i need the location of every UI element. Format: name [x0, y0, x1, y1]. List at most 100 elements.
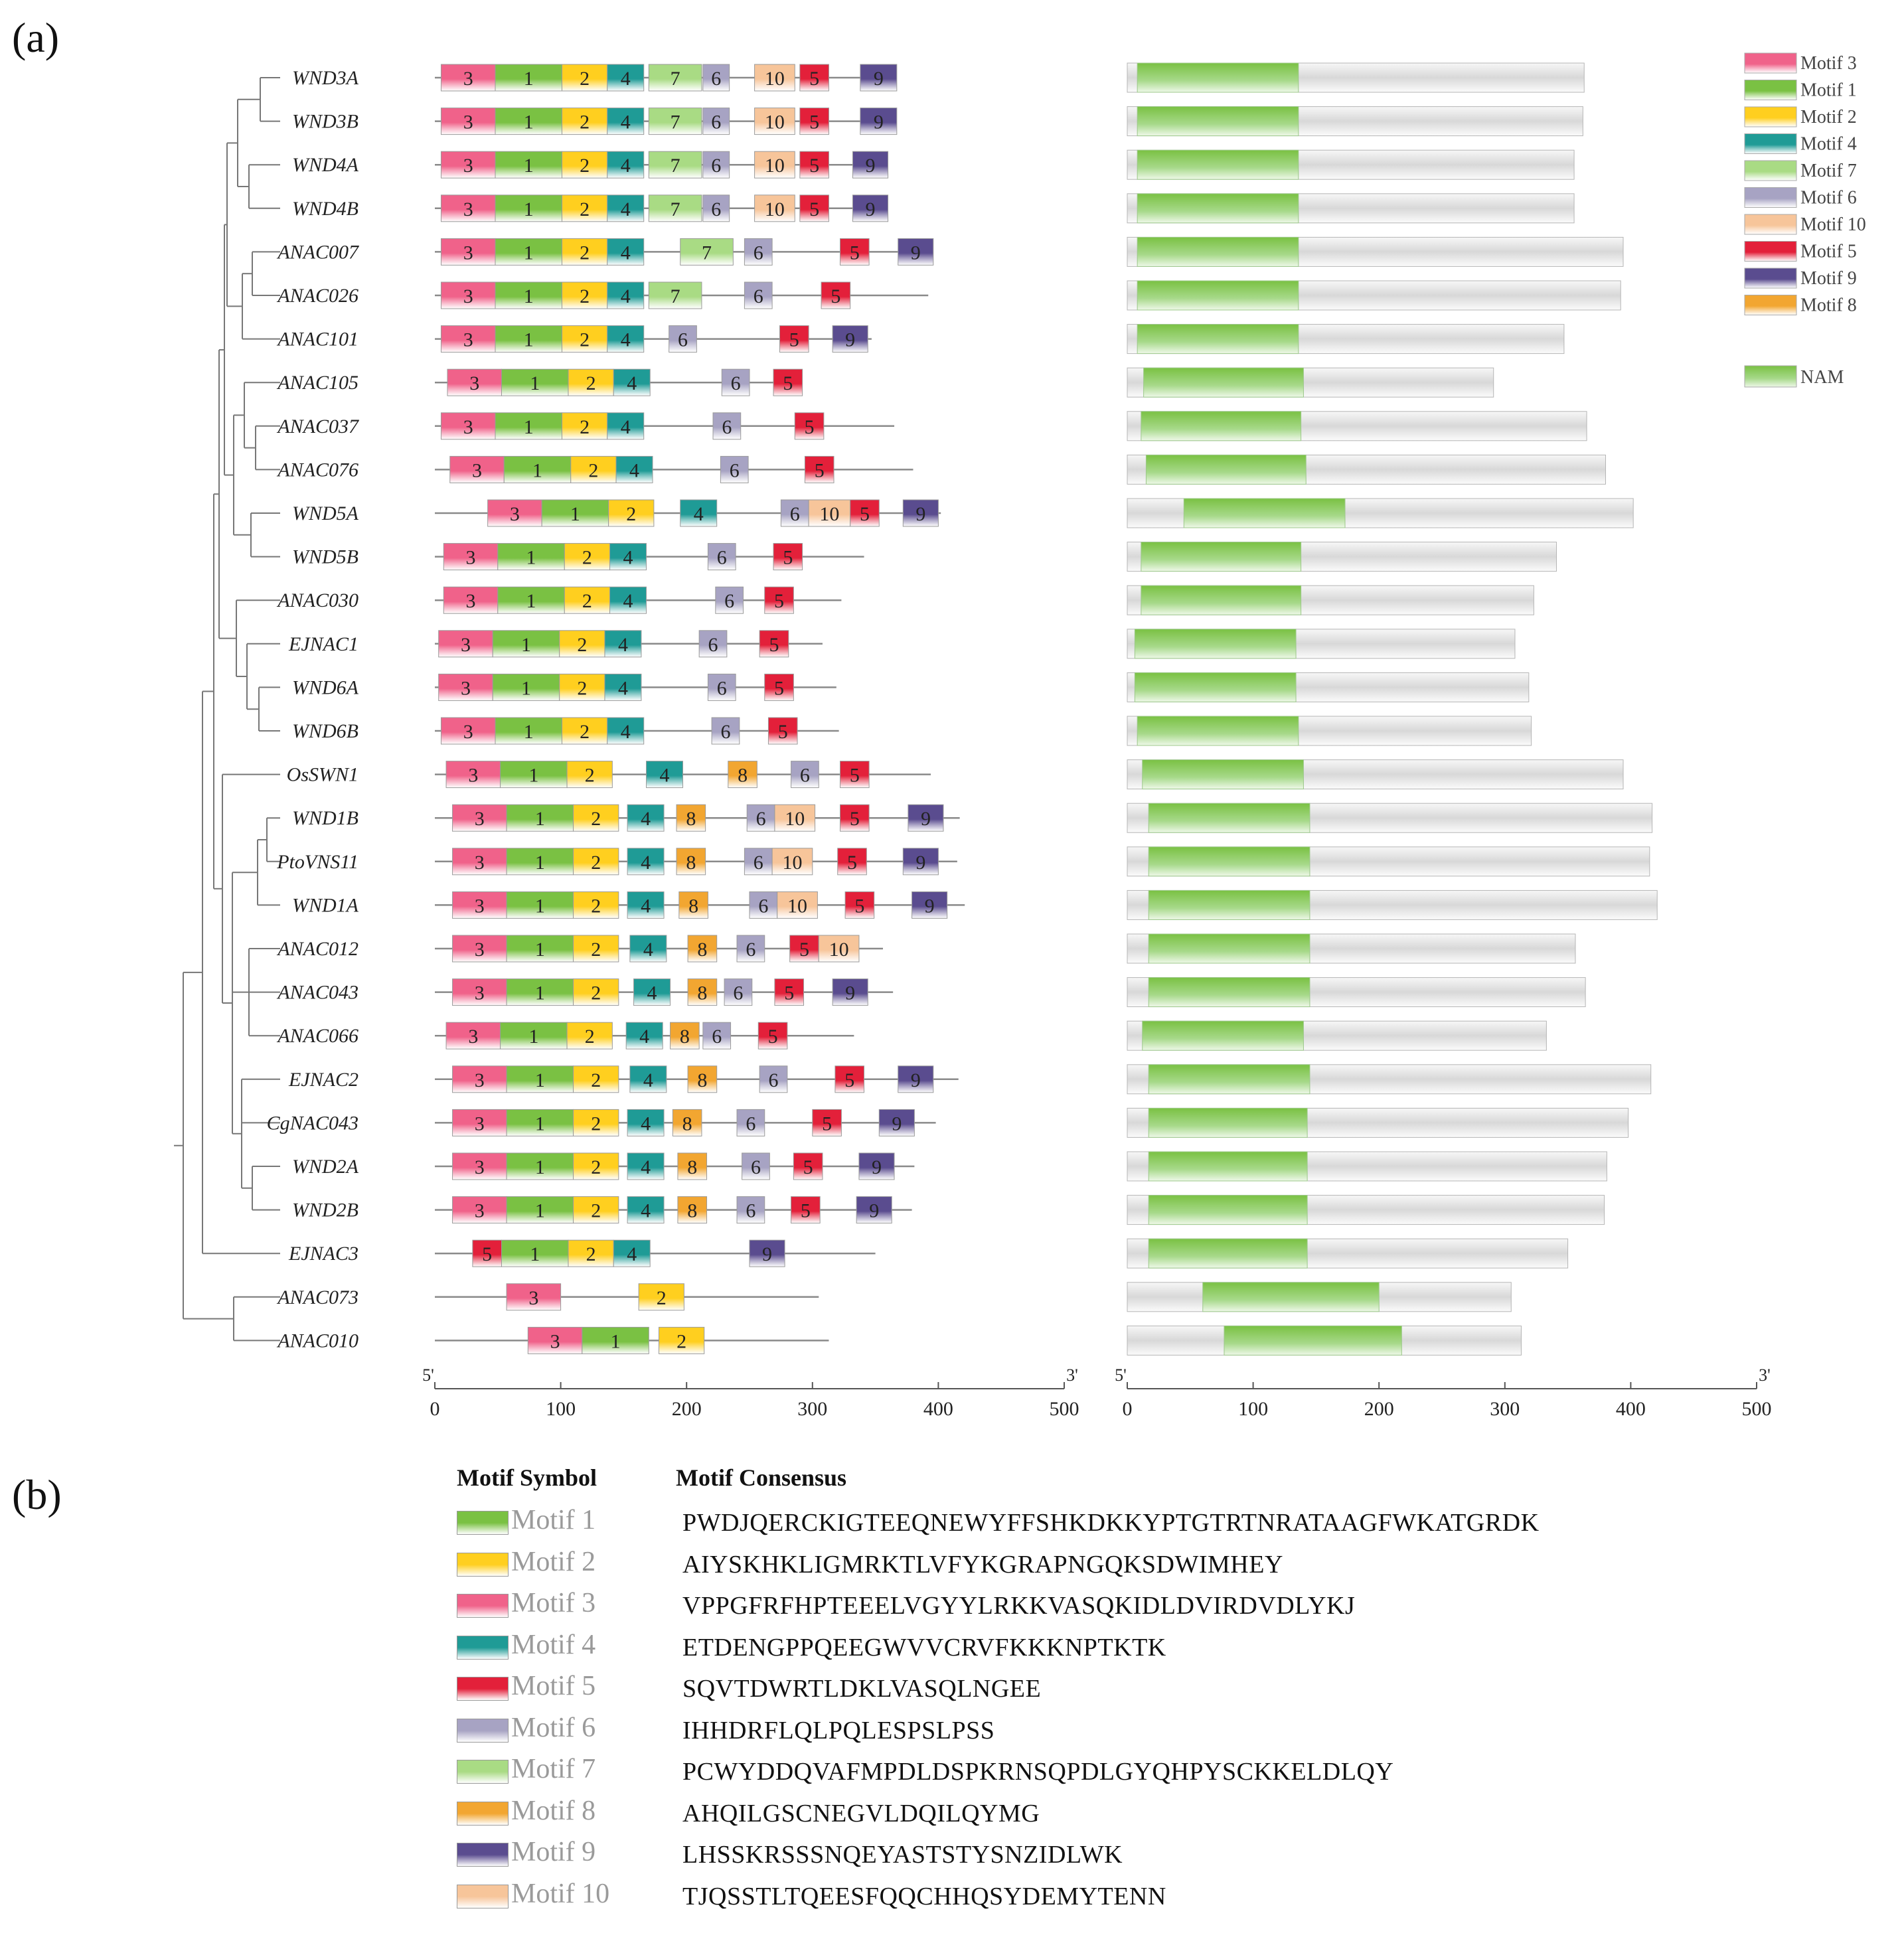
legend-swatch [1744, 241, 1797, 262]
motif-number: 1 [526, 547, 536, 569]
motif-box [702, 194, 730, 222]
motif-box [573, 804, 619, 832]
motif-number: 5 [860, 503, 870, 525]
motif-box [573, 978, 619, 1006]
motif-box [627, 804, 665, 832]
nam-domain [1142, 1020, 1304, 1051]
axis-end-label: 3' [1066, 1365, 1078, 1385]
motif-box [742, 1152, 770, 1180]
axis-tick-label: 200 [672, 1398, 702, 1420]
motif-box [561, 151, 608, 179]
motif-box [658, 1326, 705, 1354]
motif-number: 4 [623, 590, 633, 612]
motif-box [573, 848, 619, 876]
motif-box [736, 1109, 765, 1136]
legend-label: Motif 1 [1800, 80, 1857, 101]
table-header-symbol: Motif Symbol [457, 1464, 597, 1491]
motif-number: 5 [778, 721, 788, 743]
motif-box [687, 935, 718, 963]
motif-number: 5 [801, 1200, 811, 1222]
motif-number: 4 [641, 895, 651, 917]
motif-row: 3 1 2 4 6 5 [435, 717, 839, 745]
motif-box [832, 325, 868, 353]
motif-structure-panel: 3 1 2 4 7 6 10 5 93 1 2 4 7 6 10 5 93 1 2 4 7 6 10 5 93 1 2 4 7 6 10 5 9… [435, 64, 965, 1354]
table-motif-consensus: AHQILGSCNEGVLDQILQYMG [682, 1799, 1040, 1827]
motif-box [500, 1022, 568, 1049]
table-motif-label: Motif 8 [511, 1795, 596, 1826]
motif-number: 1 [524, 416, 534, 438]
motif-box [670, 1022, 700, 1049]
axis-tick-label: 500 [1742, 1398, 1772, 1420]
motif-number: 9 [845, 329, 855, 351]
motif-number: 4 [621, 242, 631, 264]
motif-row: 3 1 2 4 8 6 10 5 9 [435, 891, 965, 919]
motif-number: 4 [621, 285, 631, 307]
nam-row [1127, 716, 1532, 746]
axis-tick-label: 300 [797, 1398, 827, 1420]
motif-box [749, 891, 778, 919]
motif-box [573, 935, 619, 963]
motif-box [902, 848, 939, 876]
motif-row: 3 1 2 4 6 5 [435, 543, 864, 571]
motif-box [793, 1152, 823, 1180]
motif-box [440, 194, 496, 222]
motif-number: 9 [845, 982, 855, 1004]
motif-box [501, 368, 569, 396]
motif-number: 2 [676, 1330, 686, 1352]
legend-swatch [1744, 80, 1797, 100]
motif-number: 4 [643, 1069, 653, 1091]
table-motif-consensus: VPPGFRFHPTEEELVGYYLRKKVASQKIDLDVIRDVDLYK… [682, 1592, 1356, 1620]
motif-number: 1 [524, 242, 534, 264]
nam-row [1127, 1238, 1569, 1269]
motif-box [878, 1109, 915, 1136]
motif-number: 6 [712, 1026, 722, 1048]
gene-label: ANAC076 [276, 459, 358, 481]
motif-row: 3 1 2 4 7 6 10 5 9 [435, 194, 889, 222]
motif-number: 2 [591, 1113, 601, 1134]
motif-box [638, 1283, 684, 1311]
motif-box [573, 1196, 619, 1224]
motif-number: 4 [621, 198, 631, 220]
motif-number: 3 [475, 895, 485, 917]
motif-number: 3 [475, 808, 485, 830]
legend-swatch [1744, 365, 1797, 388]
motif-box [495, 194, 562, 222]
legend-label: Motif 2 [1800, 107, 1857, 127]
legend-swatch [1744, 295, 1797, 315]
motif-number: 2 [591, 982, 601, 1004]
motif-box [440, 325, 496, 353]
legend-swatch [1744, 52, 1797, 74]
motif-row: 3 1 2 4 8 6 10 5 9 [435, 848, 957, 876]
motif-box [648, 194, 702, 222]
motif-box [495, 281, 562, 309]
nam-domain [1137, 236, 1299, 267]
motif-number: 3 [463, 416, 473, 438]
motif-box [443, 543, 499, 571]
motif-box [754, 194, 795, 222]
motif-box [607, 412, 645, 440]
nam-row [1127, 890, 1658, 920]
motif-box [440, 108, 496, 135]
motif-number: 4 [621, 416, 631, 438]
motif-box [627, 891, 665, 919]
nam-domain [1148, 977, 1310, 1008]
table-header-consensus: Motif Consensus [676, 1464, 847, 1491]
gene-label: ANAC101 [276, 329, 358, 350]
nam-domain [1142, 759, 1304, 790]
nam-row [1127, 759, 1624, 790]
motif-box [680, 238, 734, 266]
motif-box [495, 108, 562, 135]
motif-box [648, 281, 702, 309]
motif-box [506, 1065, 574, 1093]
legend-label: Motif 5 [1800, 242, 1857, 262]
gene-label: WND3A [292, 67, 359, 89]
motif-number: 1 [524, 721, 534, 743]
motif-number: 4 [621, 329, 631, 351]
gene-label: ANAC007 [276, 241, 360, 263]
motif-number: 6 [722, 416, 732, 438]
motif-number: 7 [671, 285, 680, 307]
motif-row: 5 1 2 4 9 [435, 1239, 876, 1267]
table-swatch [457, 1760, 509, 1784]
motif-number: 2 [591, 1200, 601, 1222]
